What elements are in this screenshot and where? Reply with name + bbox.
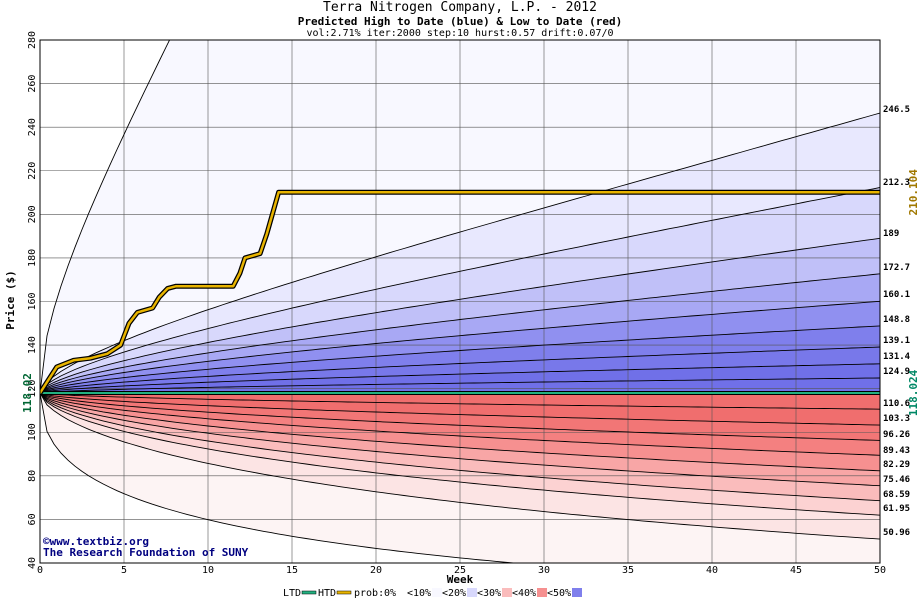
high-percentile-line-9 — [40, 377, 880, 394]
x-tick-label: 35 — [622, 565, 634, 576]
legend-prob-swatch — [572, 588, 582, 597]
legend-prob-item: <20% — [442, 588, 466, 599]
legend-ltd-swatch — [301, 590, 317, 595]
high-band-end-value: 131.4 — [883, 352, 911, 362]
y-tick-label: 40 — [27, 557, 38, 569]
high-band-end-value: 246.5 — [883, 105, 910, 115]
legend-prob-swatch — [502, 588, 512, 597]
low-band-end-value: 75.46 — [883, 475, 910, 485]
high-percentile-line-6 — [40, 325, 880, 394]
low-percentile-line-4 — [40, 392, 880, 472]
start-value-label: 118.02 — [21, 373, 34, 413]
low-band-end-value: 110.6 — [883, 399, 910, 409]
y-tick-label: 120 — [27, 380, 38, 398]
high-percentile-line-1 — [40, 112, 880, 394]
low-band-5 — [40, 393, 880, 486]
x-tick-label: 30 — [538, 565, 550, 576]
htd-line — [40, 191, 880, 394]
low-band-end-value: 89.43 — [883, 446, 910, 456]
high-band-end-value: 189 — [883, 229, 899, 239]
legend-prob-swatch — [537, 588, 547, 597]
low-band-end-value: 82.29 — [883, 460, 910, 470]
y-tick-label: 60 — [27, 513, 38, 525]
chart-params: vol:2.71% iter:2000 step:10 hurst:0.57 d… — [306, 28, 614, 39]
high-band-end-value: 212.3 — [883, 178, 910, 188]
x-tick-label: 45 — [790, 565, 802, 576]
x-tick-label: 0 — [37, 565, 43, 576]
chart-subtitle: Predicted High to Date (blue) & Low to D… — [297, 15, 623, 28]
x-tick-label: 25 — [454, 565, 466, 576]
x-tick-label: 40 — [706, 565, 718, 576]
low-band-9 — [40, 393, 880, 563]
low-band-8 — [40, 393, 880, 540]
high-percentile-line-3 — [40, 237, 880, 394]
high-percentile-line-2 — [40, 187, 880, 394]
low-percentile-line-3 — [40, 392, 880, 456]
low-band-end-value: 50.96 — [883, 528, 910, 538]
high-band-end-value: 160.1 — [883, 290, 910, 300]
y-axis-label: Price ($) — [4, 270, 17, 330]
x-tick-label: 15 — [286, 565, 298, 576]
y-tick-label: 100 — [27, 423, 38, 441]
ltd-end-label: 118.024 — [907, 369, 920, 416]
y-tick-label: 200 — [27, 205, 38, 223]
legend-prob-label: prob: — [354, 588, 384, 599]
high-percentile-line-4 — [40, 273, 880, 394]
x-tick-label: 10 — [202, 565, 214, 576]
copyright-text: ©www.textbiz.org — [43, 535, 149, 548]
low-percentile-line-5 — [40, 392, 880, 487]
low-band-3 — [40, 393, 880, 456]
x-tick-label: 5 — [121, 565, 127, 576]
legend-htd-swatch — [336, 590, 352, 595]
legend-prob-swatch — [432, 588, 442, 597]
legend-prob-swatch — [467, 588, 477, 597]
high-band-end-value: 148.8 — [883, 315, 910, 325]
y-tick-label: 140 — [27, 336, 38, 354]
low-percentile-line-9 — [40, 392, 519, 563]
y-tick-label: 160 — [27, 292, 38, 310]
org-text: The Research Foundation of SUNY — [43, 546, 249, 559]
high-percentile-line-5 — [40, 300, 880, 394]
y-tick-label: 180 — [27, 249, 38, 267]
plot-frame — [39, 39, 881, 564]
high-percentile-line-7 — [40, 346, 880, 394]
htd-end-label: 210.104 — [907, 169, 920, 216]
low-percentile-line-8 — [40, 392, 880, 540]
y-tick-label: 240 — [27, 118, 38, 136]
y-tick-label: 80 — [27, 470, 38, 482]
chart-title: Terra Nitrogen Company, L.P. - 2012 — [323, 0, 597, 15]
low-percentile-line-2 — [40, 392, 880, 441]
high-band-end-value: 172.7 — [883, 263, 910, 273]
plot-area — [40, 40, 880, 563]
low-band-end-value: 96.26 — [883, 430, 910, 440]
legend-prob-swatch — [397, 588, 407, 597]
legend-prob-item: <30% — [477, 588, 501, 599]
x-tick-label: 50 — [874, 565, 886, 576]
y-tick-label: 260 — [27, 75, 38, 93]
low-band-end-value: 61.95 — [883, 504, 910, 514]
legend-htd-label: HTD — [318, 588, 336, 599]
high-band-end-value: 124.9 — [883, 367, 910, 377]
high-band-end-value: 139.1 — [883, 336, 910, 346]
low-band-end-value: 68.59 — [883, 490, 910, 500]
legend-ltd-label: LTD — [283, 588, 301, 599]
legend-prob-item: <50% — [547, 588, 571, 599]
low-percentile-line-6 — [40, 392, 880, 502]
chart-title-block: Terra Nitrogen Company, L.P. - 2012 Pred… — [40, 0, 880, 40]
legend-prob-item: 0% — [384, 588, 396, 599]
low-percentile-line-0 — [40, 392, 880, 410]
low-band-4 — [40, 393, 880, 471]
y-tick-label: 280 — [27, 31, 38, 49]
x-axis-label: Week — [447, 573, 474, 586]
high-percentile-line-8 — [40, 363, 880, 394]
x-tick-label: 20 — [370, 565, 382, 576]
low-percentile-line-7 — [40, 392, 880, 516]
low-percentile-line-1 — [40, 392, 880, 426]
y-tick-label: 220 — [27, 162, 38, 180]
legend-prob-item: <40% — [512, 588, 536, 599]
legend-prob-item: <10% — [407, 588, 431, 599]
low-band-end-value: 103.3 — [883, 414, 910, 424]
